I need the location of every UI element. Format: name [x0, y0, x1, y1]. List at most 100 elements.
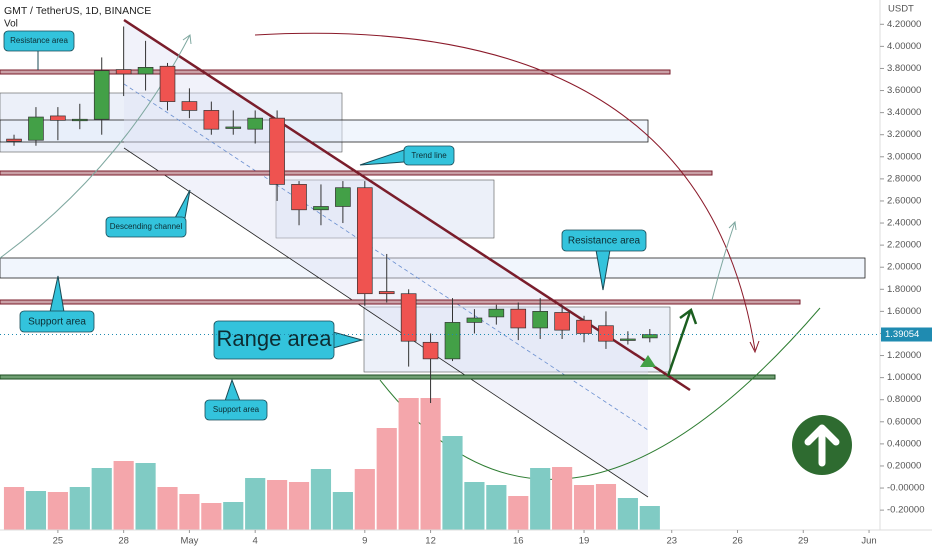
volume-bar [223, 502, 244, 530]
y-tick-label: 3.20000 [887, 129, 921, 140]
resistance-line [0, 69, 671, 75]
candle-body [642, 334, 658, 339]
volume-bar [113, 461, 134, 530]
y-tick-label: 0.40000 [887, 438, 921, 449]
x-tick-label: 23 [666, 536, 677, 547]
callout-text: Resistance area [10, 36, 68, 45]
candle-body [28, 116, 44, 141]
volume-bar [157, 487, 178, 530]
volume-bar [332, 492, 353, 530]
candle-body [269, 117, 285, 185]
volume-bar [69, 487, 90, 530]
x-tick-label: 4 [253, 536, 258, 547]
arrow-head [182, 34, 192, 45]
volume-bar [3, 487, 25, 530]
callout-text: Support area [28, 317, 86, 328]
candle-body [378, 291, 395, 295]
y-tick-label: 0.20000 [887, 460, 921, 471]
y-tick-label: 3.00000 [887, 151, 921, 162]
candle-body [313, 206, 329, 211]
callout: Resistance area [561, 229, 647, 291]
y-tick-label: -0.00000 [887, 483, 925, 494]
candle-body [598, 325, 614, 342]
volume-bar [376, 428, 397, 530]
candle-body [93, 70, 110, 120]
volume-bar [420, 398, 441, 530]
volume-bar [179, 494, 200, 530]
volume-bar [135, 463, 156, 530]
volume-bar [201, 503, 222, 530]
y-tick-label: 3.80000 [887, 63, 921, 74]
candle-body [181, 101, 198, 111]
y-tick-label: 0.80000 [887, 394, 921, 405]
callouts: Resistance area Trend line Descending ch… [3, 30, 647, 421]
x-tick-label: 25 [53, 536, 64, 547]
volume-bar [245, 478, 266, 530]
callout: Range area [213, 320, 364, 360]
candle-body [115, 69, 132, 75]
candle-body [576, 319, 592, 334]
candle-body [71, 118, 88, 122]
candle-body [6, 138, 22, 142]
y-tick-label: 4.00000 [887, 41, 921, 52]
arrow-head [679, 308, 698, 325]
candle-body [510, 308, 527, 329]
volume-bar [464, 482, 485, 530]
x-tick-label: 9 [362, 536, 367, 547]
callout-text: Resistance area [568, 236, 641, 247]
candle-body [225, 126, 242, 129]
y-tick-label: 2.60000 [887, 195, 921, 206]
candle-body [466, 317, 483, 323]
y-tick-label: 2.00000 [887, 262, 921, 273]
marks [3, 26, 660, 530]
candle-body [247, 117, 263, 130]
support-line [0, 374, 776, 380]
volume-bar [288, 482, 310, 530]
trend-line [123, 18, 691, 392]
arrow [666, 311, 692, 377]
x-tick-label: 28 [118, 536, 129, 547]
volume-bar [530, 468, 551, 530]
y-tick-label: 4.20000 [887, 19, 921, 30]
x-tick-label: 16 [513, 536, 524, 547]
volume-bar [442, 436, 463, 530]
candle-body [291, 184, 307, 211]
volume-label: Vol [4, 19, 18, 30]
volume-bar [25, 491, 47, 530]
volume-bar [267, 480, 288, 530]
volume-bar [508, 496, 529, 530]
volume-bar [47, 492, 68, 530]
callout: Resistance area [3, 30, 75, 70]
candle-body [444, 322, 461, 360]
volume-bar [573, 485, 595, 530]
volume-bar [398, 398, 419, 530]
volume-bar [617, 498, 638, 530]
callout: Descending channel [105, 189, 191, 238]
arrow-head [749, 340, 760, 354]
candle-body [50, 115, 66, 121]
volume-bar [91, 468, 112, 530]
candle-body [488, 308, 505, 318]
y-tick-label: -0.20000 [887, 505, 925, 516]
y-tick-label: 3.60000 [887, 85, 921, 96]
callout-text: Support area [213, 405, 260, 414]
arc [254, 32, 756, 351]
x-tick-label: May [180, 536, 198, 547]
y-tick-label: 2.80000 [887, 173, 921, 184]
volume-bar [486, 485, 507, 530]
callout-text: Descending channel [110, 222, 183, 231]
candle-body [159, 65, 176, 102]
candle-body [400, 293, 417, 342]
y-tick-label: 0.60000 [887, 416, 921, 427]
x-tick-label: 19 [579, 536, 590, 547]
resistance-line [0, 299, 801, 305]
y-tick-label: 2.20000 [887, 240, 921, 251]
y-tick-label: 1.80000 [887, 284, 921, 295]
candle-body [422, 341, 439, 360]
y-tick-label: 1.00000 [887, 372, 921, 383]
callout: Trend line [359, 145, 455, 166]
y-tick-label: 3.40000 [887, 107, 921, 118]
candle-body [137, 67, 154, 75]
volume-bar [552, 467, 573, 530]
